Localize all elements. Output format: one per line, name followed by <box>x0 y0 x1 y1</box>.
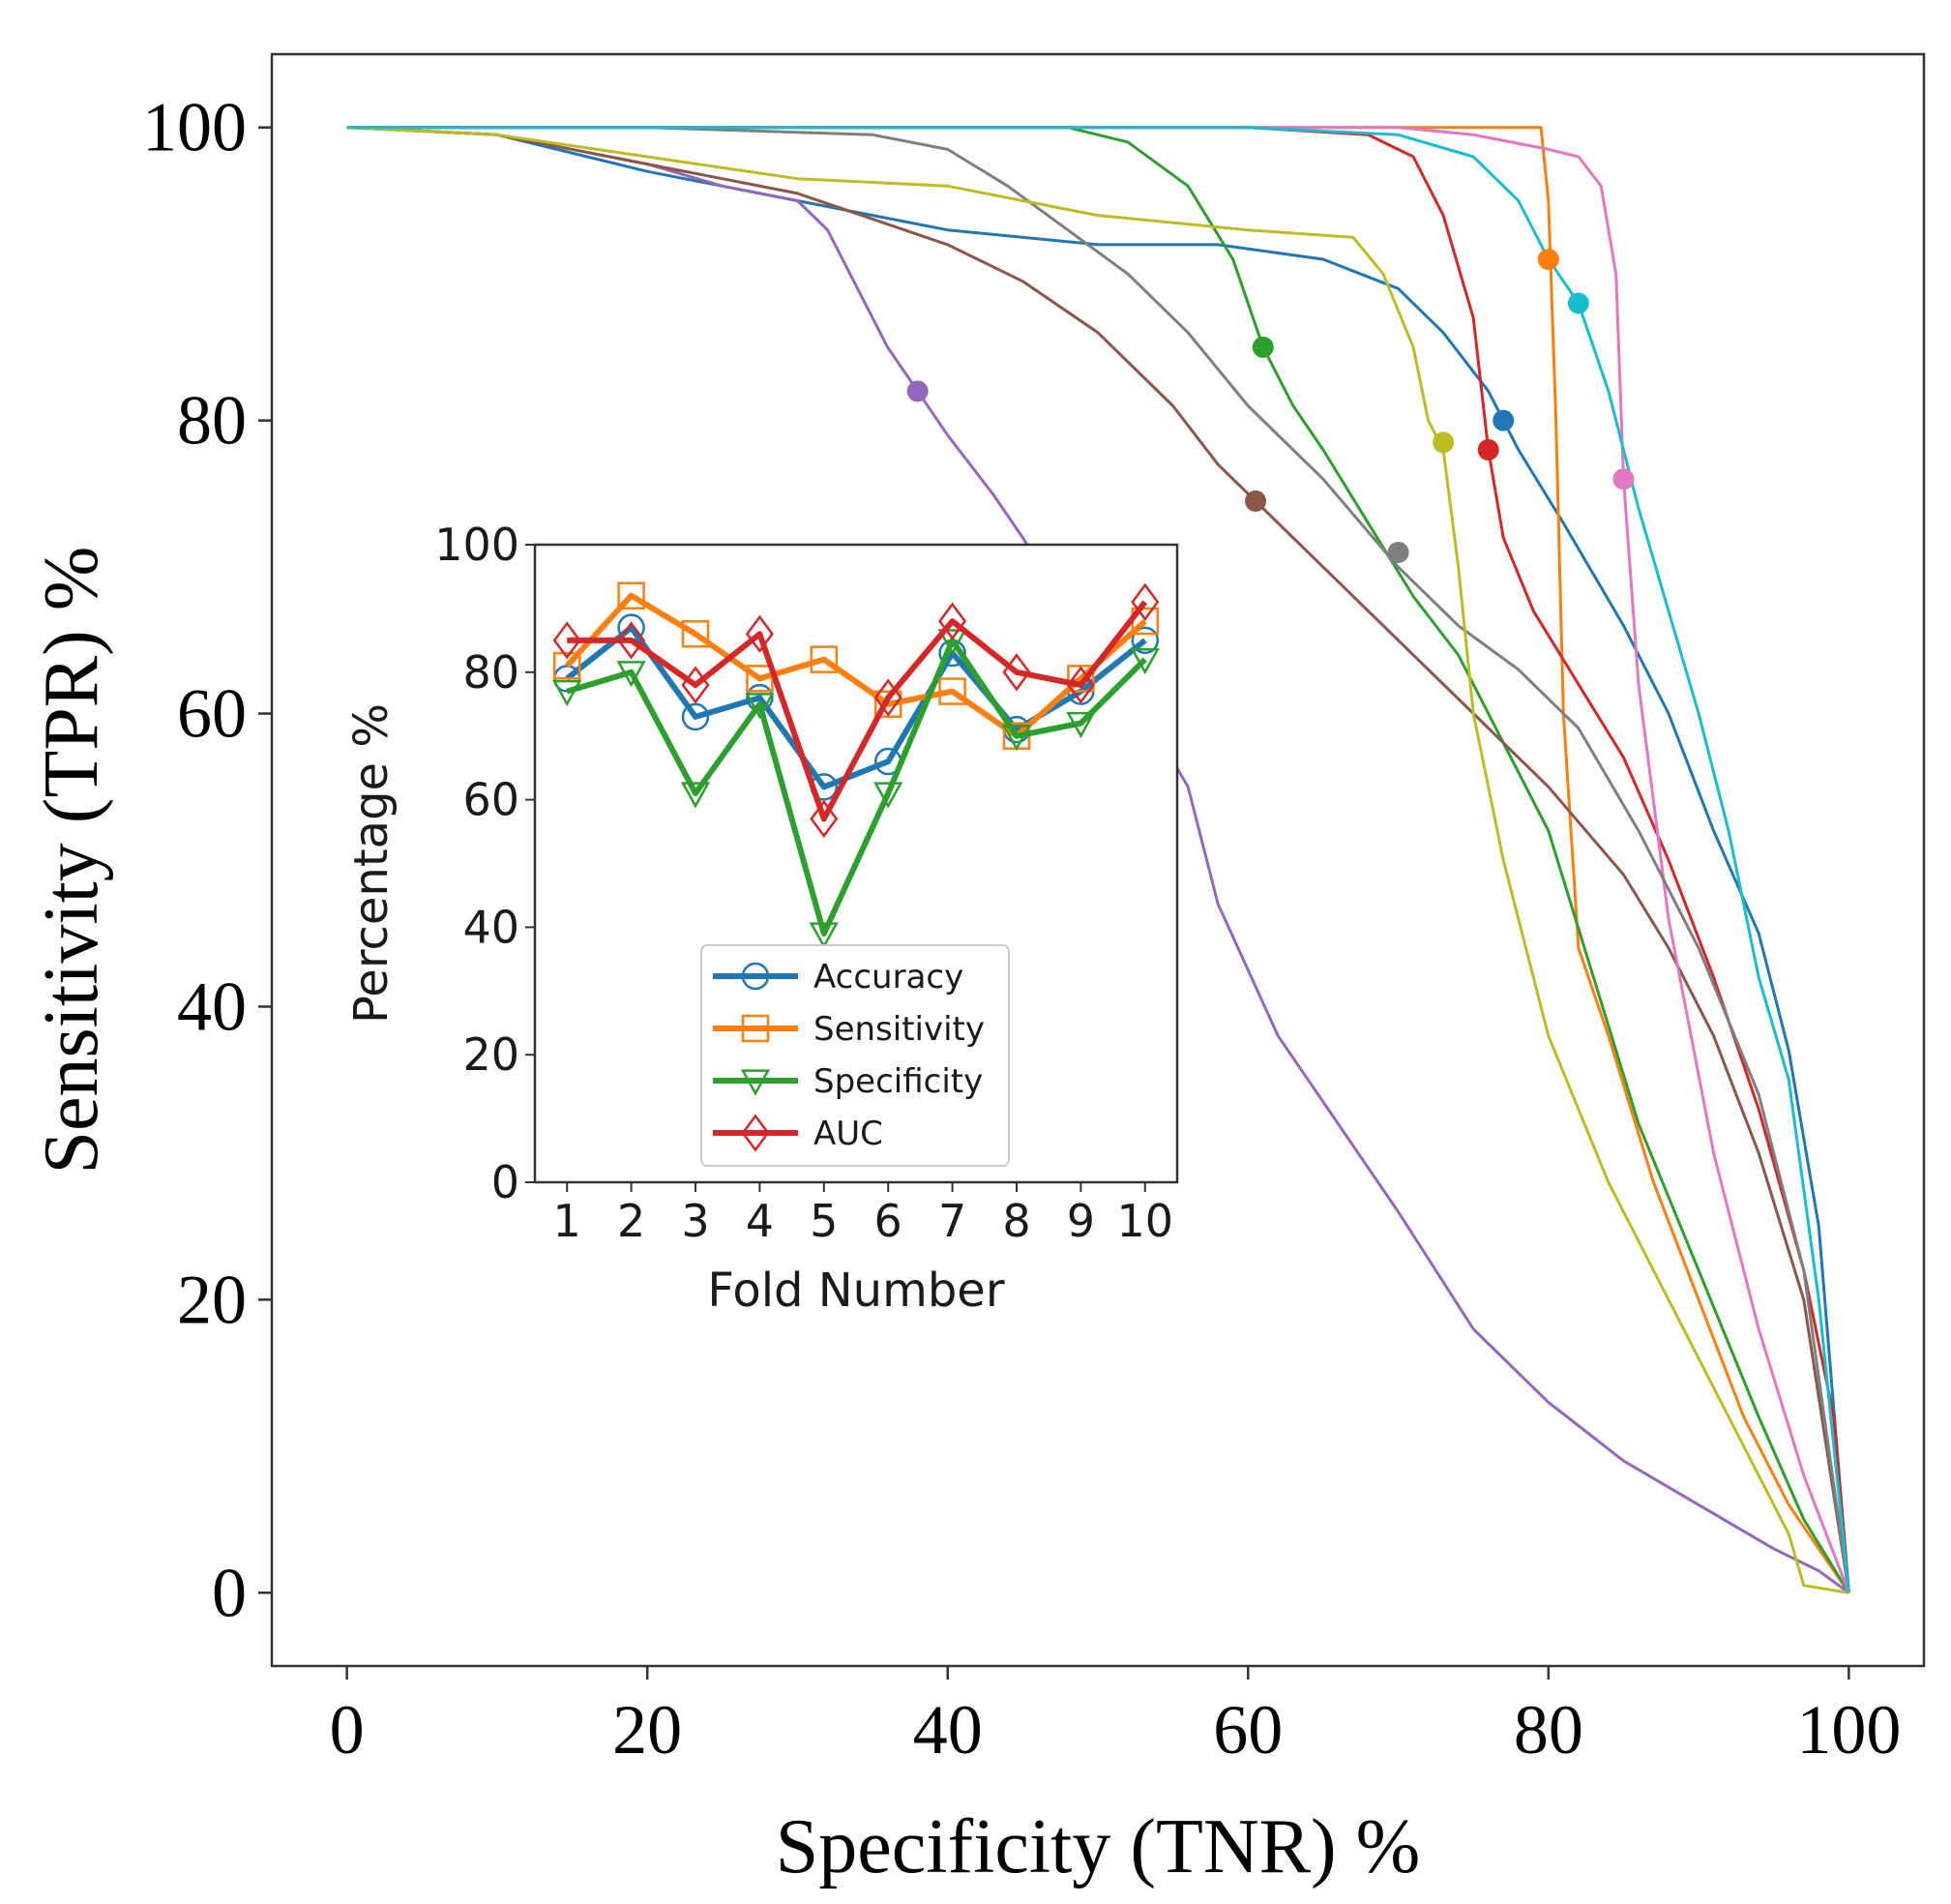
inset-x-axis-label: Fold Number <box>707 1264 1004 1318</box>
roc-curve-fold-3 <box>346 126 1850 1594</box>
roc-curve-fold-9 <box>346 126 1849 1594</box>
inset-point-auc <box>1066 666 1095 704</box>
inset-x-tick-label: 2 <box>617 1195 645 1247</box>
inset-point-auc <box>681 666 710 704</box>
roc-curve-fold-1 <box>346 126 1850 1593</box>
operating-point-fold-2 <box>1537 249 1559 271</box>
operating-point-fold-6 <box>1245 490 1267 512</box>
inset-y-axis-label: Percentage % <box>344 703 399 1024</box>
operating-point-fold-9 <box>1433 431 1455 454</box>
operating-point-fold-4 <box>1477 438 1499 461</box>
roc-curve-fold-8 <box>346 126 1850 1593</box>
inset-point-accuracy <box>1131 626 1160 655</box>
inset-y-tick-label: 100 <box>434 519 519 571</box>
inset-point-auc <box>745 614 774 653</box>
y-tick-label: 80 <box>177 382 247 460</box>
main-plot-frame <box>270 52 1926 1668</box>
inset-x-tick-label: 5 <box>810 1195 838 1247</box>
inset-point-sensitivity <box>810 645 839 673</box>
legend-label-auc: AUC <box>813 1115 883 1153</box>
inset-point-specificity <box>1066 711 1096 739</box>
roc-curve-fold-6 <box>346 126 1850 1593</box>
y-tick-label: 60 <box>177 675 247 753</box>
inset-point-auc <box>810 799 839 839</box>
y-tick-label: 0 <box>212 1554 247 1631</box>
inset-y-tick-label: 40 <box>462 901 519 953</box>
y-tick-label: 40 <box>177 967 247 1045</box>
inset-y-tick-label: 0 <box>491 1156 519 1208</box>
inset-line-auc <box>567 600 1148 822</box>
inset-point-specificity <box>1001 725 1032 752</box>
operating-point-fold-7 <box>1612 468 1635 491</box>
operating-point-fold-10 <box>1567 292 1589 314</box>
inset-point-specificity <box>937 629 967 656</box>
roc-curve-fold-10 <box>346 126 1850 1593</box>
legend-marker-specificity <box>740 1069 771 1096</box>
x-tick-label: 60 <box>1213 1691 1283 1769</box>
x-tick-label: 100 <box>1796 1691 1901 1769</box>
legend-label-sensitivity: Sensitivity <box>813 1010 985 1049</box>
inset-point-sensitivity <box>617 581 645 610</box>
operating-point-fold-1 <box>1493 409 1515 431</box>
inset-point-sensitivity <box>552 651 581 680</box>
operating-point-fold-8 <box>1387 541 1409 563</box>
operating-point-fold-5 <box>906 380 929 402</box>
inset-x-tick-label: 6 <box>874 1195 902 1247</box>
y-tick-label: 100 <box>142 89 247 166</box>
x-tick-label: 40 <box>913 1691 983 1769</box>
inset-point-auc <box>617 621 646 660</box>
inset-y-tick-label: 20 <box>462 1028 519 1081</box>
legend-marker-accuracy <box>741 962 770 991</box>
inset-line-sensitivity <box>564 592 1147 739</box>
x-tick-label: 80 <box>1514 1691 1583 1769</box>
x-axis-label: Specificity (TNR) % <box>776 1804 1420 1889</box>
inset-point-specificity <box>552 679 582 707</box>
legend-marker-sensitivity <box>741 1014 770 1043</box>
inset-chart: 0 20 40 60 80 100 1 2 3 4 5 6 7 8 9 10 Fold Number Percen… <box>344 519 1179 1318</box>
legend-label-specificity: Specificity <box>813 1062 983 1101</box>
inset-y-tick-label: 60 <box>462 774 519 826</box>
inset-y-tick-label: 80 <box>462 646 519 699</box>
inset-legend <box>700 944 1010 1167</box>
x-tick-label: 0 <box>330 1691 365 1769</box>
inset-point-specificity <box>680 782 711 809</box>
inset-point-auc <box>1002 653 1031 692</box>
inset-x-tick-label: 1 <box>553 1195 581 1247</box>
inset-line-specificity <box>566 637 1147 937</box>
operating-point-fold-3 <box>1252 336 1274 358</box>
inset-point-auc <box>552 621 581 660</box>
inset-point-auc <box>1131 582 1160 621</box>
legend-label-accuracy: Accuracy <box>813 958 963 997</box>
inset-x-tick-label: 4 <box>746 1195 774 1247</box>
inset-point-specificity <box>1130 647 1160 675</box>
inset-point-specificity <box>616 661 646 688</box>
y-tick-label: 20 <box>177 1261 247 1338</box>
inset-point-accuracy <box>681 702 710 731</box>
inset-point-sensitivity <box>938 677 966 705</box>
inset-point-specificity <box>809 922 839 949</box>
inset-point-specificity <box>873 782 903 809</box>
inset-x-tick-label: 3 <box>681 1195 709 1247</box>
inset-x-tick-label: 8 <box>1002 1195 1030 1247</box>
inset-point-sensitivity <box>681 620 710 648</box>
inset-x-tick-label: 7 <box>938 1195 966 1247</box>
inset-point-specificity <box>745 693 775 720</box>
inset-point-auc <box>873 678 902 717</box>
inset-x-tick-label: 9 <box>1067 1195 1095 1247</box>
inset-x-tick-label: 10 <box>1117 1195 1174 1247</box>
legend-marker-auc <box>741 1114 770 1152</box>
y-axis-label: Sensitivity (TPR) % <box>29 547 114 1175</box>
x-tick-label: 20 <box>612 1691 682 1769</box>
inset-point-auc <box>938 602 967 640</box>
